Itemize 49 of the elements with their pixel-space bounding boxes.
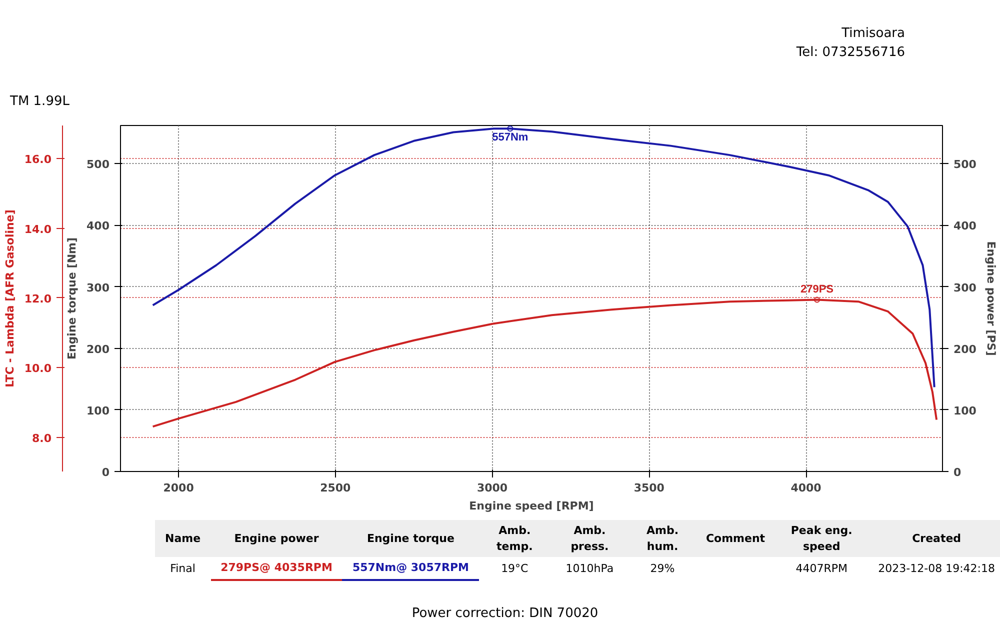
x-tick-label: 3500 xyxy=(634,482,665,494)
x-tick-label: 2500 xyxy=(320,482,352,494)
x-axis-title: Engine speed [RPM] xyxy=(469,500,594,512)
text: 4407RPM xyxy=(794,560,848,577)
y3-axis-title: LTC - Lambda [AFR Gasoline] xyxy=(3,210,16,388)
x-tick-label: 3000 xyxy=(476,482,508,494)
text: Amb. temp. xyxy=(496,523,534,555)
y2-tick-label: 300 xyxy=(954,281,977,294)
text: 2023-12-08 19:42:18 xyxy=(877,560,996,577)
text: 557Nm@ 3057RPM xyxy=(342,557,479,580)
y-tick-label: 200 xyxy=(86,342,110,356)
text: 19°C xyxy=(500,560,530,577)
y-axis-title: Engine torque [Nm] xyxy=(66,237,79,360)
y-tick-label: 500 xyxy=(86,158,110,172)
chart-title: TM 1.99L xyxy=(10,93,70,111)
text: 279PS@ 4035RPM xyxy=(210,557,342,580)
y-tick-label: 300 xyxy=(86,281,110,294)
y3-tick-label: 14.0 xyxy=(24,222,52,236)
text: 1010hPa xyxy=(564,560,615,577)
text: Engine torque xyxy=(366,530,456,547)
x-tick-label: 4000 xyxy=(790,482,822,494)
y3-tick-label: 16.0 xyxy=(24,153,52,166)
y2-tick-label: 100 xyxy=(954,404,977,418)
y-tick-label: 400 xyxy=(86,220,110,233)
text: Power correction: DIN 70020 xyxy=(410,605,600,623)
text: Engine power xyxy=(233,530,320,547)
annotation: 279PS xyxy=(800,284,834,296)
text: Timisoara xyxy=(842,26,905,41)
annotation: 557Nm xyxy=(492,132,528,144)
y3-tick-label: 10.0 xyxy=(24,362,52,376)
y3-tick-label: 8.0 xyxy=(32,432,52,445)
text: Created xyxy=(911,530,962,547)
y3-tick-label: 12.0 xyxy=(24,292,52,306)
text: 29% xyxy=(649,560,676,577)
text: Peak eng. speed xyxy=(790,523,854,555)
y-tick-label: 100 xyxy=(86,404,110,418)
text: Name xyxy=(164,530,202,547)
y2-tick-label: 500 xyxy=(954,158,977,172)
y2-tick-label: 0 xyxy=(954,466,962,479)
y2-tick-label: 200 xyxy=(954,342,977,356)
text: Amb. hum. xyxy=(646,523,680,555)
y-tick-label: 0 xyxy=(102,466,110,479)
x-tick-label: 2000 xyxy=(163,482,194,494)
text: Amb. press. xyxy=(570,523,610,555)
y2-axis-title: Engine power [PS] xyxy=(984,241,998,356)
y2-tick-label: 400 xyxy=(954,220,977,233)
text: Tel: 0732556716 xyxy=(796,44,905,60)
text: Final xyxy=(169,560,196,577)
text: Comment xyxy=(704,530,766,547)
